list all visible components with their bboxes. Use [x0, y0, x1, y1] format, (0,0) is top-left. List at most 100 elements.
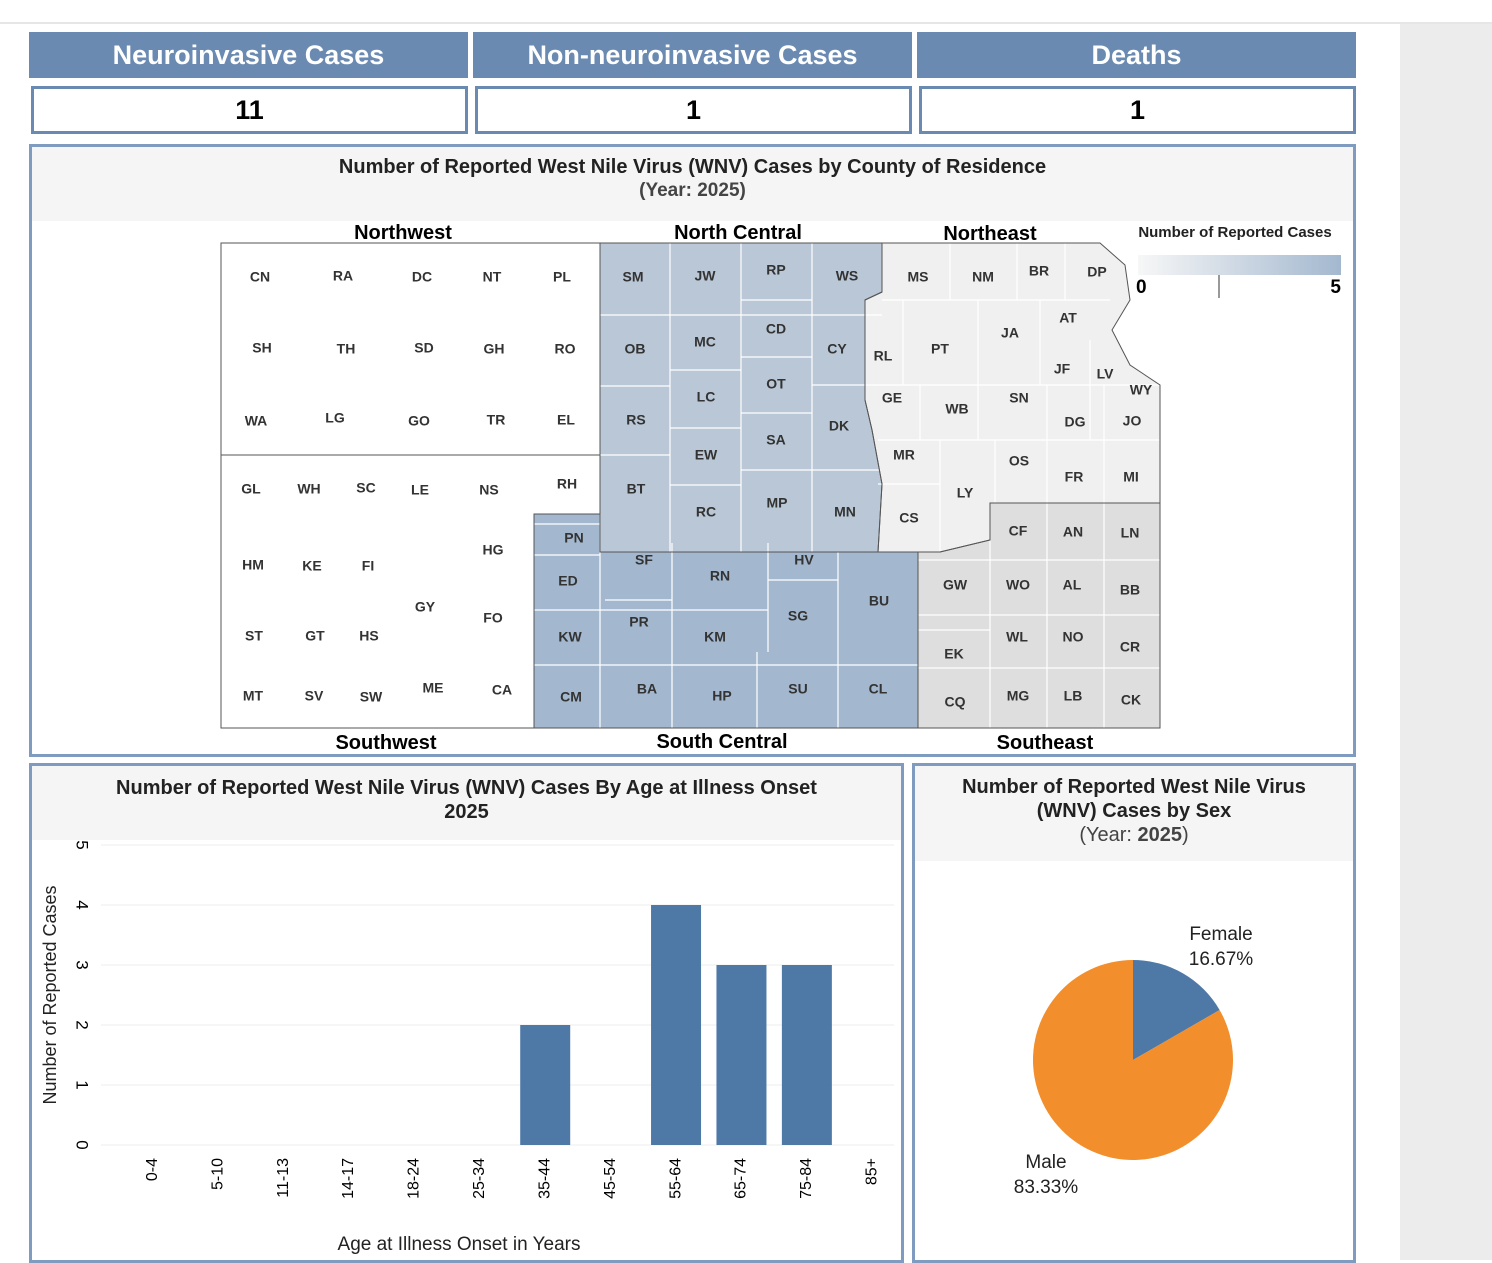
county-label[interactable]: MP	[767, 495, 788, 511]
county-label[interactable]: MI	[1123, 469, 1139, 485]
county-label[interactable]: RL	[874, 348, 893, 364]
county-label[interactable]: MS	[908, 269, 929, 285]
county-label[interactable]: GH	[484, 341, 505, 357]
county-label[interactable]: BR	[1029, 263, 1049, 279]
county-label[interactable]: MT	[243, 688, 264, 704]
bar-35-44[interactable]	[520, 1025, 571, 1145]
county-label[interactable]: LB	[1064, 688, 1083, 704]
county-label[interactable]: JF	[1054, 361, 1071, 377]
county-label[interactable]: CD	[766, 321, 786, 337]
county-label[interactable]: CR	[1120, 639, 1140, 655]
county-label[interactable]: WH	[297, 481, 320, 497]
county-label[interactable]: LG	[325, 410, 345, 426]
county-label[interactable]: RH	[557, 476, 577, 492]
county-label[interactable]: RN	[710, 568, 730, 584]
county-label[interactable]: AL	[1063, 577, 1082, 593]
county-label[interactable]: NS	[479, 482, 498, 498]
county-label[interactable]: HM	[242, 557, 264, 573]
county-label[interactable]: SF	[635, 552, 653, 568]
county-label[interactable]: FI	[362, 558, 374, 574]
region-northwest-area[interactable]	[221, 243, 600, 455]
county-label[interactable]: WL	[1006, 629, 1028, 645]
county-label[interactable]: SW	[360, 689, 383, 705]
county-label[interactable]: BU	[869, 593, 889, 609]
county-label[interactable]: MC	[694, 334, 716, 350]
county-label[interactable]: KM	[704, 629, 726, 645]
county-label[interactable]: MG	[1007, 688, 1030, 704]
county-label[interactable]: LC	[697, 389, 716, 405]
county-label[interactable]: NM	[972, 269, 994, 285]
county-label[interactable]: RP	[766, 262, 785, 278]
county-label[interactable]: PL	[553, 269, 571, 285]
county-label[interactable]: WY	[1130, 382, 1153, 398]
county-label[interactable]: TH	[337, 341, 356, 357]
county-label[interactable]: HS	[359, 628, 378, 644]
county-label[interactable]: CK	[1121, 692, 1141, 708]
county-label[interactable]: GE	[882, 390, 902, 406]
county-label[interactable]: KW	[558, 629, 582, 645]
county-label[interactable]: DP	[1087, 264, 1106, 280]
county-label[interactable]: HV	[794, 552, 814, 568]
county-label[interactable]: OT	[766, 376, 786, 392]
county-label[interactable]: DG	[1065, 414, 1086, 430]
county-label[interactable]: PR	[629, 614, 648, 630]
county-label[interactable]: NO	[1063, 629, 1084, 645]
county-label[interactable]: SM	[623, 269, 644, 285]
region-northeast-area[interactable]	[865, 243, 1160, 552]
county-label[interactable]: WA	[245, 413, 268, 429]
county-label[interactable]: GL	[241, 481, 261, 497]
county-label[interactable]: CF	[1009, 523, 1028, 539]
county-label[interactable]: CQ	[945, 694, 966, 710]
county-label[interactable]: CL	[869, 681, 888, 697]
county-label[interactable]: OS	[1009, 453, 1029, 469]
pie-slice-female[interactable]	[1133, 960, 1220, 1060]
bar-55-64[interactable]	[651, 905, 702, 1145]
county-label[interactable]: CS	[899, 510, 918, 526]
county-label[interactable]: OB	[625, 341, 646, 357]
county-label[interactable]: FR	[1065, 469, 1084, 485]
county-label[interactable]: TR	[487, 412, 506, 428]
county-label[interactable]: SV	[305, 688, 324, 704]
county-label[interactable]: JW	[695, 268, 717, 284]
county-label[interactable]: MR	[893, 447, 915, 463]
county-label[interactable]: ST	[245, 628, 263, 644]
county-label[interactable]: HP	[712, 688, 731, 704]
county-label[interactable]: PT	[931, 341, 949, 357]
county-label[interactable]: SD	[414, 340, 433, 356]
county-label[interactable]: ME	[423, 680, 444, 696]
county-label[interactable]: EL	[557, 412, 575, 428]
county-label[interactable]: SN	[1009, 390, 1028, 406]
county-label[interactable]: CN	[250, 269, 270, 285]
county-label[interactable]: SA	[766, 432, 785, 448]
county-label[interactable]: RS	[626, 412, 645, 428]
county-label[interactable]: JO	[1123, 413, 1142, 429]
county-label[interactable]: GY	[415, 599, 436, 615]
county-label[interactable]: LN	[1121, 525, 1140, 541]
county-label[interactable]: SG	[788, 608, 808, 624]
county-label[interactable]: LE	[411, 482, 429, 498]
county-label[interactable]: GW	[943, 577, 968, 593]
county-label[interactable]: WS	[836, 268, 859, 284]
county-label[interactable]: NT	[483, 269, 502, 285]
county-label[interactable]: LY	[957, 485, 974, 501]
county-label[interactable]: CY	[827, 341, 847, 357]
county-label[interactable]: GT	[305, 628, 325, 644]
county-label[interactable]: BB	[1120, 582, 1140, 598]
county-label[interactable]: RC	[696, 504, 716, 520]
county-label[interactable]: MN	[834, 504, 856, 520]
county-label[interactable]: KE	[302, 558, 321, 574]
bar-65-74[interactable]	[716, 965, 767, 1145]
county-label[interactable]: CM	[560, 689, 582, 705]
county-label[interactable]: HG	[483, 542, 504, 558]
county-label[interactable]: SU	[788, 681, 807, 697]
pie-slice-male[interactable]	[1033, 960, 1233, 1160]
county-label[interactable]: LV	[1097, 366, 1115, 382]
county-label[interactable]: SC	[356, 480, 375, 496]
county-label[interactable]: BA	[637, 681, 657, 697]
county-label[interactable]: EW	[695, 447, 718, 463]
county-label[interactable]: RA	[333, 268, 353, 284]
region-south-central-area[interactable]	[534, 514, 918, 728]
county-label[interactable]: JA	[1001, 325, 1019, 341]
county-label[interactable]: DC	[412, 269, 432, 285]
county-label[interactable]: WB	[945, 401, 968, 417]
